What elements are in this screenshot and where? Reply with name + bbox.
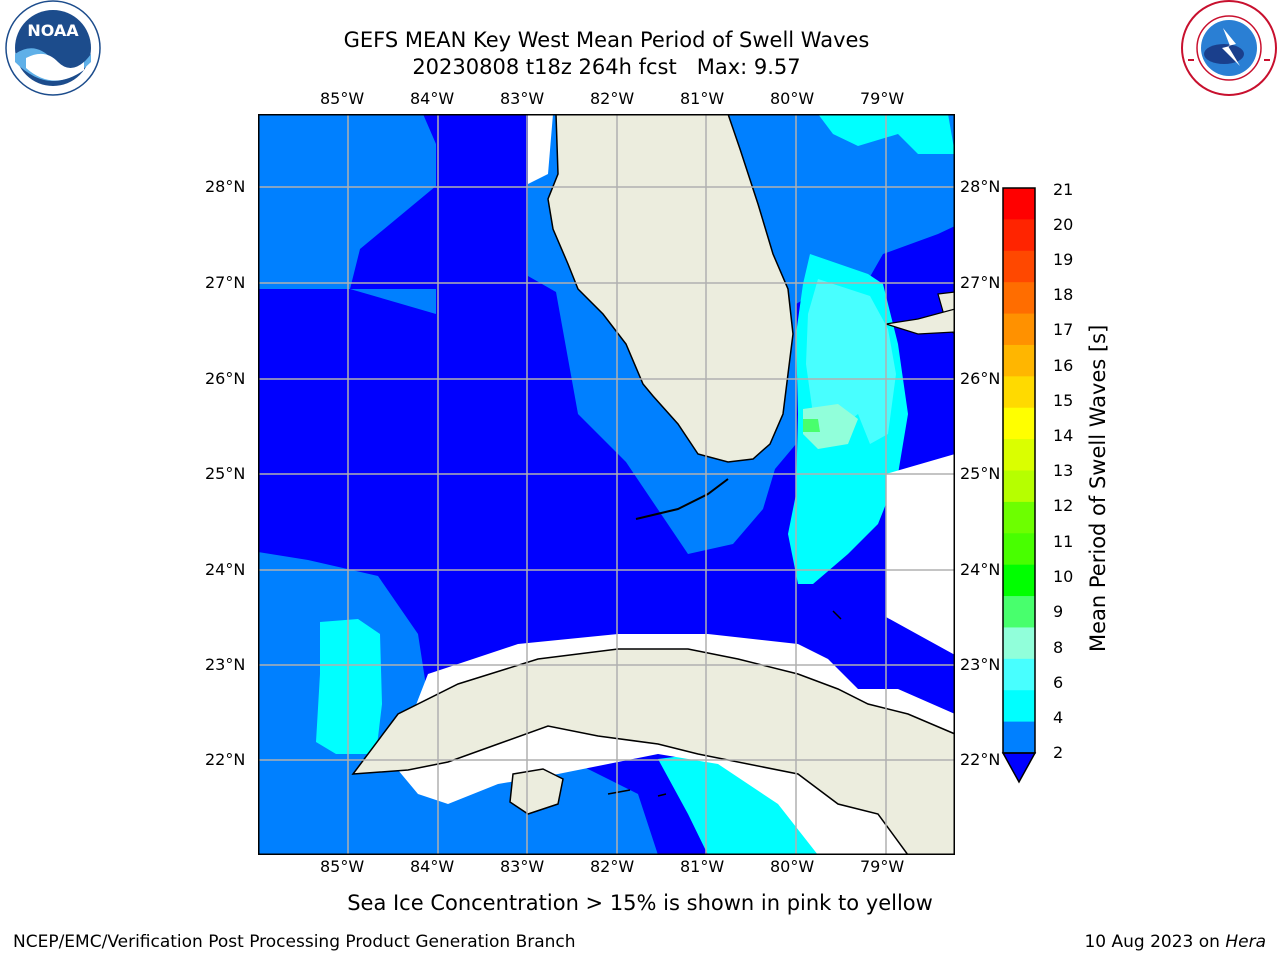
colorbar-band: [1003, 690, 1035, 723]
florida-land: [547, 114, 794, 463]
colorbar-band: [1003, 376, 1035, 409]
colorbar-band: [1003, 188, 1035, 220]
map-panel: [258, 114, 955, 855]
lat-label-left-23n: 23°N: [205, 655, 246, 674]
swell-band-6-8: [806, 279, 896, 444]
colorbar-label: Mean Period of Swell Waves [s]: [1086, 324, 1110, 652]
colorbar-band: [1003, 658, 1035, 691]
lon-label-bottom-82w: 82°W: [590, 857, 635, 876]
cb-tick-13: 13: [1053, 461, 1074, 480]
cb-tick-9: 9: [1053, 602, 1064, 621]
cb-tick-10: 10: [1053, 567, 1074, 586]
lat-label-left-27n: 27°N: [205, 273, 246, 292]
colorbar-band: [1003, 627, 1035, 660]
lat-label-left-25n: 25°N: [205, 464, 246, 483]
lon-label-top-84w: 84°W: [410, 89, 455, 108]
colorbar-band: [1003, 470, 1035, 503]
lat-label-right-23n: 23°N: [960, 655, 1001, 674]
lat-label-right-25n: 25°N: [960, 464, 1001, 483]
cay-sal: [832, 610, 842, 620]
colorbar-frame: [1002, 187, 1036, 754]
swell-band-lt2-west: [258, 289, 436, 414]
cb-tick-20: 20: [1053, 215, 1074, 234]
cb-tick-21: 21: [1053, 180, 1074, 199]
lon-label-bottom-83w: 83°W: [500, 857, 545, 876]
florida-keys: [635, 478, 729, 520]
cb-tick-12: 12: [1053, 496, 1074, 515]
colorbar: [1000, 186, 1040, 786]
nodata-nw: [528, 114, 553, 184]
colorbar-extend-min: [1001, 752, 1037, 784]
lat-label-right-26n: 26°N: [960, 369, 1001, 388]
colorbar-band: [1003, 439, 1035, 471]
svg-text:NOAA: NOAA: [27, 21, 79, 40]
grand-bahama: [885, 308, 955, 335]
cb-tick-18: 18: [1053, 285, 1074, 304]
cb-tick-14: 14: [1053, 426, 1074, 445]
noaa-logo: NOAA: [0, 0, 106, 100]
lat-label-right-24n: 24°N: [960, 560, 1001, 579]
cb-tick-6: 6: [1053, 673, 1064, 692]
lat-label-right-27n: 27°N: [960, 273, 1001, 292]
isla-islet: [607, 789, 667, 797]
footer-date-text: 10 Aug 2023 on: [1084, 932, 1220, 952]
lat-label-left-26n: 26°N: [205, 369, 246, 388]
lon-label-top-85w: 85°W: [320, 89, 365, 108]
lon-label-top-80w: 80°W: [770, 89, 815, 108]
cb-tick-8: 8: [1053, 638, 1064, 657]
swell-band-9-10: [803, 419, 820, 432]
nws-logo: [1178, 0, 1280, 100]
lon-label-top-82w: 82°W: [590, 89, 635, 108]
lon-label-top-79w: 79°W: [860, 89, 905, 108]
lon-label-bottom-80w: 80°W: [770, 857, 815, 876]
cb-tick-17: 17: [1053, 320, 1074, 339]
colorbar-band: [1003, 313, 1035, 346]
sea-ice-note: Sea Ice Concentration > 15% is shown in …: [347, 891, 933, 915]
colorbar-band: [1003, 564, 1035, 597]
cb-tick-2: 2: [1053, 743, 1064, 762]
map-frame: [258, 114, 955, 855]
colorbar-band: [1003, 596, 1035, 628]
lat-label-left-28n: 28°N: [205, 177, 246, 196]
colorbar-band: [1003, 501, 1035, 534]
swell-band-8-9: [803, 404, 858, 449]
cb-tick-4: 4: [1053, 708, 1064, 727]
colorbar-band: [1003, 219, 1035, 252]
cb-tick-19: 19: [1053, 250, 1074, 269]
colorbar-band: [1003, 250, 1035, 283]
graticule: [258, 114, 955, 855]
lon-label-bottom-85w: 85°W: [320, 857, 365, 876]
footer-machine: Hera: [1225, 932, 1266, 952]
colorbar-band: [1003, 344, 1035, 377]
lon-label-bottom-79w: 79°W: [860, 857, 905, 876]
lon-label-bottom-81w: 81°W: [680, 857, 725, 876]
isle-of-youth: [509, 768, 564, 815]
cuba-land: [351, 648, 955, 855]
lat-label-left-24n: 24°N: [205, 560, 246, 579]
colorbar-band: [1003, 721, 1035, 754]
chart-title-line2: 20230808 t18z 264h fcst Max: 9.57: [412, 55, 801, 79]
footer-date: 10 Aug 2023 on Hera: [1084, 932, 1266, 952]
colorbar-band: [1003, 282, 1035, 315]
lat-label-left-22n: 22°N: [205, 750, 246, 769]
cb-tick-11: 11: [1053, 532, 1074, 551]
lat-label-right-22n: 22°N: [960, 750, 1001, 769]
cb-tick-15: 15: [1053, 391, 1074, 410]
cb-tick-16: 16: [1053, 356, 1074, 375]
swell-band-4-6-west: [316, 619, 382, 754]
chart-title-line1: GEFS MEAN Key West Mean Period of Swell …: [343, 28, 870, 52]
lon-label-bottom-84w: 84°W: [410, 857, 455, 876]
lon-label-top-81w: 81°W: [680, 89, 725, 108]
nodata-se: [886, 454, 955, 655]
lon-label-top-83w: 83°W: [500, 89, 545, 108]
colorbar-band: [1003, 407, 1035, 440]
lat-label-right-28n: 28°N: [960, 177, 1001, 196]
footer-branch: NCEP/EMC/Verification Post Processing Pr…: [13, 932, 576, 952]
colorbar-band: [1003, 533, 1035, 566]
